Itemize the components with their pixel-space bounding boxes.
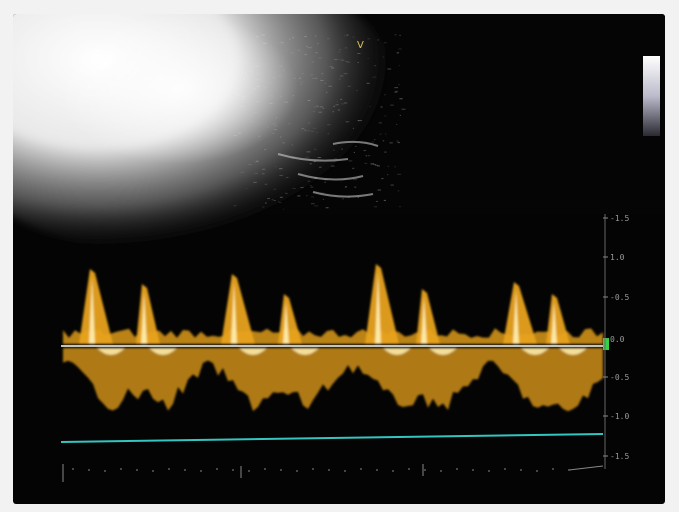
grayscale-bar: [643, 56, 660, 136]
systolic-peak: [278, 294, 302, 344]
time-axis-dot: [440, 470, 442, 472]
speckle-dot: [396, 141, 398, 142]
sweep-line: [61, 434, 603, 442]
time-axis-dot: [344, 470, 346, 472]
speckle-dot: [399, 35, 400, 36]
time-axis-ticks: [63, 464, 603, 482]
screen-glare-core: [58, 14, 298, 164]
velocity-scale-label: 0.0: [610, 335, 625, 344]
doppler-spectral-trace: [63, 264, 603, 411]
systolic-peak: [416, 289, 440, 344]
ultrasound-screen: V -1.5 1.0 -0.5 0.0 -0.5 -1.0 -1.5: [13, 14, 665, 504]
time-axis-dots: [72, 468, 570, 472]
speckle-dot: [387, 174, 388, 175]
systolic-peak: [136, 284, 160, 344]
time-axis-dot: [456, 468, 458, 470]
velocity-scale: -1.5 1.0 -0.5 0.0 -0.5 -1.0 -1.5: [603, 214, 629, 461]
reverse-flow-band: [63, 348, 603, 411]
systolic-peak: [365, 264, 399, 344]
speckle-dot: [398, 142, 400, 143]
time-axis-dot: [504, 468, 506, 470]
time-axis-dot: [424, 469, 426, 471]
speckle-dot: [376, 201, 378, 202]
speckle-dot: [378, 190, 381, 191]
time-axis-dot: [136, 469, 138, 471]
time-axis-dot: [296, 470, 298, 472]
speckle-dot: [384, 200, 386, 201]
time-axis-dot: [248, 470, 250, 472]
ultrasound-display: V -1.5 1.0 -0.5 0.0 -0.5 -1.0 -1.5: [13, 14, 665, 504]
velocity-scale-label: -1.0: [610, 412, 629, 421]
systolic-peak: [221, 274, 255, 344]
time-axis-dot: [488, 470, 490, 472]
velocity-scale-label: -1.5: [610, 452, 629, 461]
systolic-peak: [79, 269, 113, 344]
speckle-dot: [395, 166, 396, 167]
time-axis-dot: [72, 468, 74, 470]
speckle-dot: [384, 42, 387, 43]
time-axis-dot: [232, 469, 234, 471]
bmode-marker-label: V: [357, 40, 364, 51]
time-axis-dot: [168, 468, 170, 470]
time-axis-dot: [152, 470, 154, 472]
time-axis-dot: [328, 469, 330, 471]
speckle-dot: [358, 197, 359, 198]
time-axis-dot: [184, 469, 186, 471]
time-axis-dot: [376, 469, 378, 471]
velocity-scale-label: -0.5: [610, 373, 629, 382]
time-axis-dot: [520, 469, 522, 471]
time-axis-dot: [264, 468, 266, 470]
bmode-image: [13, 14, 665, 254]
time-axis-dot: [104, 470, 106, 472]
time-axis-dot: [216, 468, 218, 470]
speckle-dot: [381, 178, 383, 179]
velocity-scale-label: -0.5: [610, 293, 629, 302]
speckle-dot: [397, 52, 399, 53]
time-axis-dot: [120, 468, 122, 470]
systolic-peak: [546, 294, 570, 344]
speckle-dot: [394, 34, 396, 35]
speckle-dot: [399, 65, 400, 66]
time-axis-dot: [312, 468, 314, 470]
time-axis-dot: [472, 469, 474, 471]
time-axis-dot: [536, 470, 538, 472]
baseline-marker: [603, 338, 609, 350]
time-axis-dot: [280, 469, 282, 471]
speckle-dot: [397, 174, 401, 175]
speckle-dot: [391, 185, 394, 186]
speckle-dot: [374, 206, 377, 207]
speckle-dot: [398, 49, 401, 50]
time-axis-dot: [552, 468, 554, 470]
time-axis-dot: [360, 468, 362, 470]
time-axis-dot: [392, 470, 394, 472]
speckle-dot: [399, 206, 401, 207]
speckle-dot: [388, 166, 389, 167]
systolic-peak: [503, 282, 537, 344]
time-axis-dot: [88, 469, 90, 471]
time-axis-dot: [408, 468, 410, 470]
time-axis-dot: [200, 470, 202, 472]
velocity-scale-label: 1.0: [610, 253, 625, 262]
time-axis-dot: [568, 469, 570, 471]
velocity-scale-label: -1.5: [610, 214, 629, 223]
speckle-dot: [398, 190, 400, 191]
